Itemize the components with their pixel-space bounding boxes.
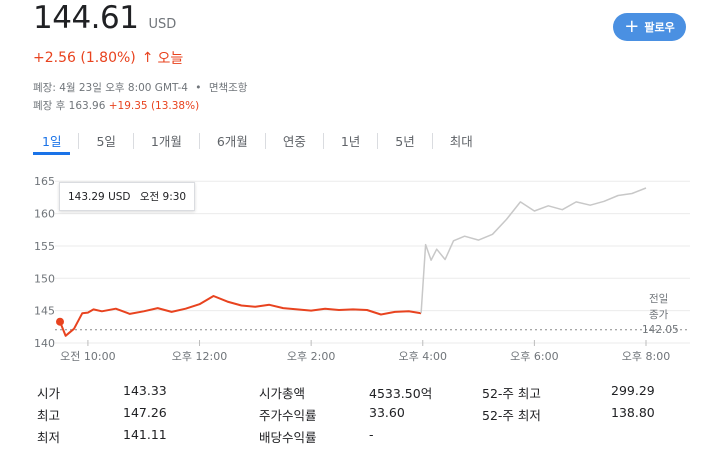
stat-value: 4533.50억 [369, 386, 433, 401]
stat-value: 33.60 [369, 405, 405, 420]
after-hours-line [420, 187, 647, 314]
y-tick-label: 140 [34, 337, 55, 350]
change-value: +2.56 (1.80%) [33, 50, 136, 66]
tab-divider [322, 133, 324, 149]
x-tick-label: 오전 10:00 [60, 350, 115, 363]
tab-1m[interactable]: 1개월 [150, 134, 182, 149]
tab-5y[interactable]: 5년 [395, 134, 415, 149]
tab-divider [264, 133, 266, 149]
tab-ytd[interactable]: 연중 [282, 134, 306, 149]
after-hours-info: 폐장 후 163.96 +19.35 (13.38%) [33, 98, 199, 113]
stat-value: - [369, 427, 374, 442]
y-tick-label: 145 [34, 305, 55, 318]
stat-value: 143.33 [123, 383, 167, 398]
follow-label: 팔로우 [644, 21, 675, 34]
stat-label: 최저 [37, 430, 61, 445]
y-tick-label: 155 [34, 240, 55, 253]
previous-close-label: 전일 종가 142.05 [642, 292, 679, 339]
price-chart[interactable]: 165 160 155 150 145 140 오전 10:00 오후 12:00 오후 2:0… [0, 165, 710, 370]
x-tick-label: 오후 2:00 [287, 350, 335, 363]
prev-close-value: 142.05 [642, 324, 679, 336]
closed-time: 폐장: 4월 23일 오후 8:00 GMT-4 [33, 82, 188, 94]
current-price: 144.61 [33, 0, 139, 36]
stat-value: 299.29 [611, 383, 655, 398]
tab-divider [377, 133, 379, 149]
price-header: 144.61 USD [33, 0, 176, 36]
stat-value: 138.80 [611, 405, 655, 420]
tab-1y[interactable]: 1년 [340, 134, 361, 149]
x-tick-label: 오후 4:00 [399, 350, 447, 363]
follow-button[interactable]: + 팔로우 [613, 13, 686, 41]
stat-label: 배당수익률 [259, 430, 317, 445]
stat-label: 최고 [37, 408, 61, 423]
tab-max[interactable]: 최대 [449, 134, 473, 149]
stat-value: 141.11 [123, 427, 167, 442]
x-tick-label: 오후 6:00 [510, 350, 558, 363]
tab-divider [431, 133, 433, 149]
tab-divider [198, 133, 200, 149]
time-range-tabs: 1일 5일 1개월 6개월 연중 1년 5년 최대 [33, 131, 482, 155]
y-tick-label: 150 [34, 272, 55, 285]
y-tick-label: 165 [34, 175, 55, 188]
tooltip-time: 오전 9:30 [139, 191, 187, 203]
tab-6m[interactable]: 6개월 [216, 134, 248, 149]
stat-value: 147.26 [123, 405, 167, 420]
stat-label: 52-주 최저 [482, 408, 541, 423]
stats-table: 시가 143.33 시가총액 4533.50억 52-주 최고 299.29 최… [37, 383, 677, 449]
stat-label: 주가수익률 [259, 408, 317, 423]
arrow-up-icon: ↑ [141, 50, 154, 66]
price-tooltip: 143.29 USD 오전 9:30 [59, 182, 196, 211]
tab-1d[interactable]: 1일 [33, 131, 71, 155]
after-hours-price: 폐장 후 163.96 [33, 100, 106, 112]
plus-icon: + [624, 16, 640, 37]
stat-label: 시가 [37, 386, 61, 401]
change-period: 오늘 [157, 51, 184, 67]
stats-row: 최저 141.11 배당수익률 - [37, 427, 677, 449]
y-tick-label: 160 [34, 208, 55, 221]
bullet-separator: • [195, 82, 202, 94]
tooltip-price: 143.29 USD [68, 191, 131, 203]
market-status: 폐장: 4월 23일 오후 8:00 GMT-4 • 면책조항 [33, 80, 247, 95]
tab-5d[interactable]: 5일 [96, 134, 116, 149]
disclaimer-link[interactable]: 면책조항 [208, 82, 248, 94]
regular-session-line [59, 295, 422, 337]
prev-close-line1: 전일 [649, 293, 669, 305]
prev-close-line2: 종가 [649, 308, 669, 321]
start-point-marker [56, 317, 64, 326]
stat-label: 시가총액 [259, 386, 306, 401]
currency-label: USD [148, 17, 177, 32]
stat-label: 52-주 최고 [482, 386, 541, 401]
stats-row: 최고 147.26 주가수익률 33.60 52-주 최저 138.80 [37, 405, 677, 427]
stats-row: 시가 143.33 시가총액 4533.50억 52-주 최고 299.29 [37, 383, 677, 405]
price-change: +2.56 (1.80%) ↑ 오늘 [33, 48, 183, 68]
x-tick-label: 오후 12:00 [172, 350, 227, 363]
tab-divider [78, 133, 80, 149]
x-tick-label: 오후 8:00 [622, 350, 670, 363]
after-hours-change: +19.35 (13.38%) [108, 100, 200, 112]
tab-divider [132, 133, 134, 149]
